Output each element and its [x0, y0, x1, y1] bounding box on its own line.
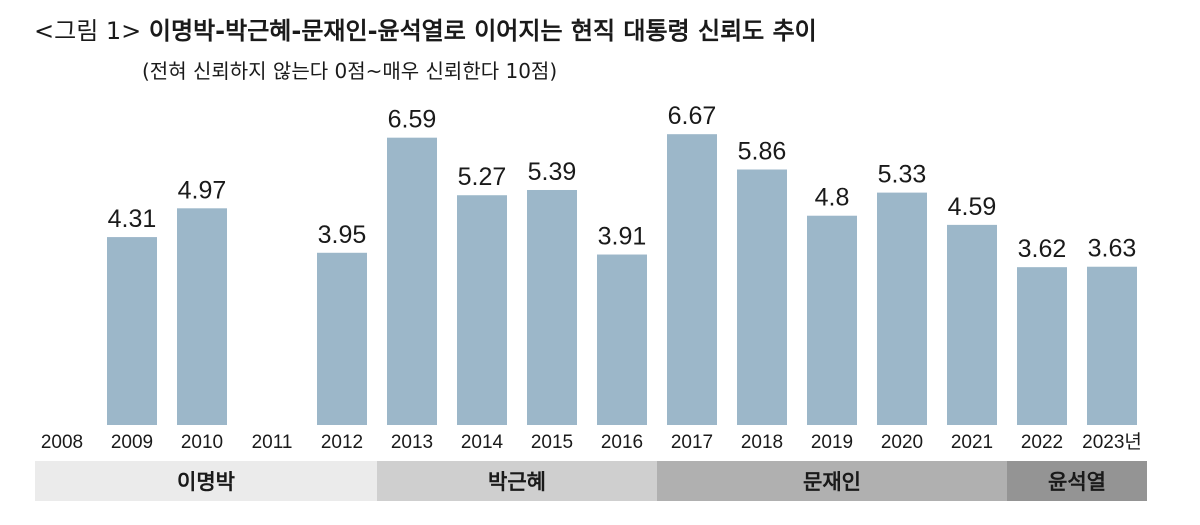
- x-tick-2015: 2015: [531, 432, 573, 453]
- x-tick-2010: 2010: [181, 432, 223, 453]
- era-band-문재인: [657, 461, 1007, 501]
- chart-subtitle: (전혀 신뢰하지 않는다 0점~매우 신뢰한다 10점): [142, 59, 558, 83]
- bar-2015: [527, 189, 577, 425]
- x-tick-2020: 2020: [881, 432, 923, 453]
- era-band-윤석열: [1007, 461, 1147, 501]
- data-label-2009: 4.31: [108, 205, 157, 233]
- data-label-2019: 4.8: [815, 184, 850, 212]
- x-tick-2022: 2022: [1021, 432, 1063, 453]
- bar-2010: [177, 208, 227, 425]
- bar-2016: [597, 254, 647, 425]
- x-tick-2021: 2021: [951, 432, 993, 453]
- era-label-박근혜: 박근혜: [488, 470, 546, 494]
- x-tick-2016: 2016: [601, 432, 643, 453]
- chart-title: <그림 1> 이명박-박근혜-문재인-윤석열로 이어지는 현직 대통령 신뢰도 …: [34, 14, 817, 48]
- data-label-2014: 5.27: [458, 163, 507, 191]
- bar-2019: [807, 215, 857, 425]
- x-tick-2018: 2018: [741, 432, 783, 453]
- x-tick-2023년: 2023년: [1082, 431, 1142, 453]
- bar-2012: [317, 252, 367, 425]
- era-band-박근혜: [377, 461, 657, 501]
- bar-2021: [947, 224, 997, 425]
- era-label-윤석열: 윤석열: [1048, 470, 1106, 494]
- data-label-2021: 4.59: [948, 193, 997, 221]
- bar-2013: [387, 137, 437, 425]
- data-label-2016: 3.91: [598, 223, 647, 251]
- x-tick-2019: 2019: [811, 432, 853, 453]
- x-tick-2013: 2013: [391, 432, 433, 453]
- data-label-2017: 6.67: [668, 102, 717, 130]
- data-label-2022: 3.62: [1018, 235, 1067, 263]
- data-label-2010: 4.97: [178, 176, 227, 204]
- bar-2018: [737, 169, 787, 425]
- era-label-이명박: 이명박: [177, 470, 235, 494]
- x-tick-2012: 2012: [321, 432, 363, 453]
- data-label-2023년: 3.63: [1088, 235, 1137, 263]
- data-label-2012: 3.95: [318, 221, 367, 249]
- title-text: 이명박-박근혜-문재인-윤석열로 이어지는 현직 대통령 신뢰도 추이: [148, 17, 817, 45]
- data-label-2015: 5.39: [528, 158, 577, 186]
- x-tick-2017: 2017: [671, 432, 713, 453]
- data-label-2018: 5.86: [738, 138, 787, 166]
- bar-2023년: [1087, 266, 1137, 425]
- bar-2020: [877, 192, 927, 425]
- x-tick-2009: 2009: [111, 432, 153, 453]
- figure-label: <그림 1>: [34, 17, 142, 45]
- era-label-문재인: 문재인: [803, 470, 861, 494]
- era-band-이명박: [35, 461, 377, 501]
- x-tick-2014: 2014: [461, 432, 504, 453]
- bar-2014: [457, 195, 507, 425]
- bar-2009: [107, 237, 157, 425]
- x-tick-2011: 2011: [252, 432, 293, 453]
- data-label-2013: 6.59: [388, 106, 437, 134]
- x-tick-2008: 2008: [41, 432, 83, 453]
- bar-2022: [1017, 267, 1067, 425]
- data-label-2020: 5.33: [878, 161, 927, 189]
- bar-2017: [667, 134, 717, 426]
